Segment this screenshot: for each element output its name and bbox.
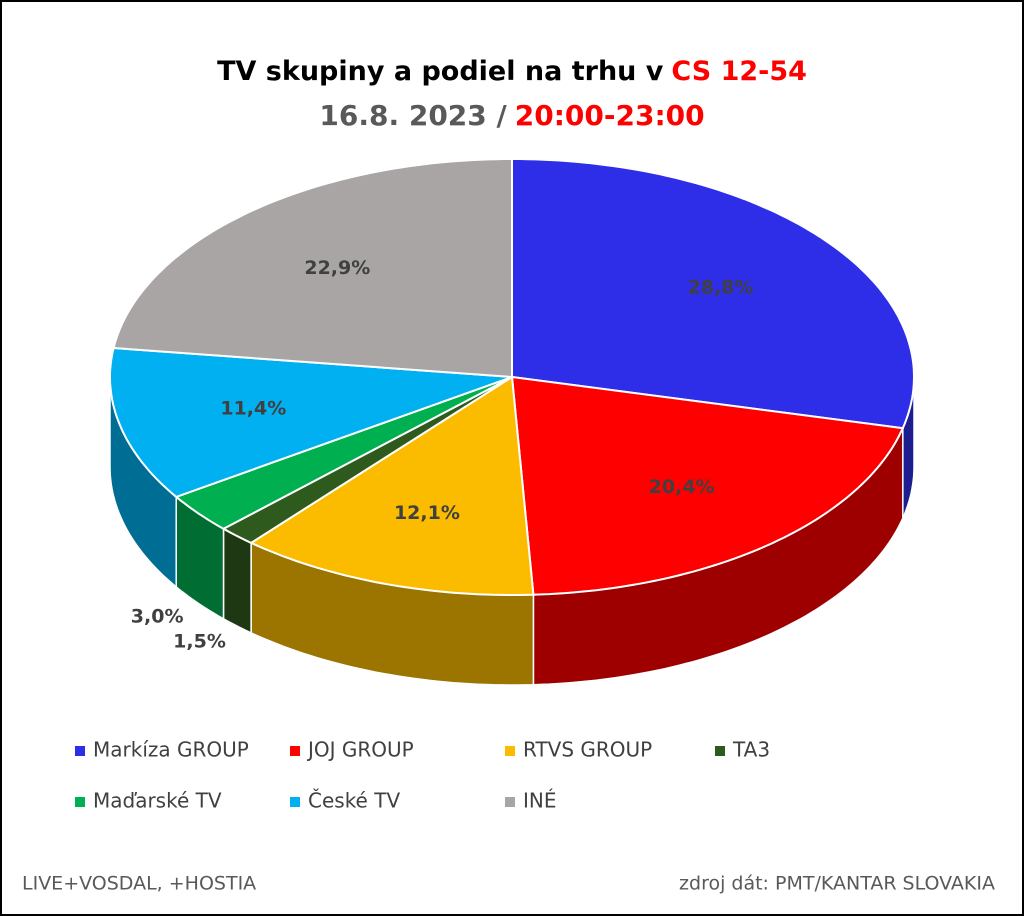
legend-swatch xyxy=(505,746,515,756)
legend-label: INÉ xyxy=(523,789,557,813)
data-label: 1,5% xyxy=(173,630,226,652)
legend-label: RTVS GROUP xyxy=(523,738,652,762)
chart-title: TV skupiny a podiel na trhu v CS 12-54 xyxy=(217,56,807,87)
subtitle-highlight: 20:00-23:00 xyxy=(515,99,705,132)
slice xyxy=(511,158,916,430)
legend-label: JOJ GROUP xyxy=(306,738,414,762)
slice-side xyxy=(222,527,252,635)
chart-subtitle: 16.8. 2023 /20:00-23:00 xyxy=(319,99,704,132)
title-text: TV skupiny a podiel na trhu v xyxy=(217,56,664,87)
slice xyxy=(249,375,535,596)
title-highlight: CS 12-54 xyxy=(671,56,807,87)
legend-label: Maďarské TV xyxy=(93,789,222,813)
data-label: 22,9% xyxy=(304,257,370,279)
data-label: 28,8% xyxy=(688,277,754,299)
slice xyxy=(174,376,513,530)
note: zdroj dát: PMT/KANTAR SLOVAKIA xyxy=(679,873,995,895)
subtitle-text: 16.8. 2023 / xyxy=(319,99,507,132)
slice xyxy=(510,375,905,596)
legend-swatch xyxy=(75,797,85,807)
note: LIVE+VOSDAL, +HOSTIA xyxy=(22,873,256,895)
slice xyxy=(109,346,513,499)
slice xyxy=(112,158,513,379)
legend-label: České TV xyxy=(308,789,400,813)
data-label: 11,4% xyxy=(220,398,286,420)
legend-swatch xyxy=(290,746,300,756)
data-label: 3,0% xyxy=(131,606,184,628)
legend-swatch xyxy=(290,797,300,807)
legend-label: Markíza GROUP xyxy=(93,738,249,762)
legend-swatch xyxy=(715,746,725,756)
legend-swatch xyxy=(75,746,85,756)
legend-swatch xyxy=(505,797,515,807)
legend-label: TA3 xyxy=(732,738,770,762)
data-label: 12,1% xyxy=(394,502,460,524)
data-label: 20,4% xyxy=(649,476,715,498)
